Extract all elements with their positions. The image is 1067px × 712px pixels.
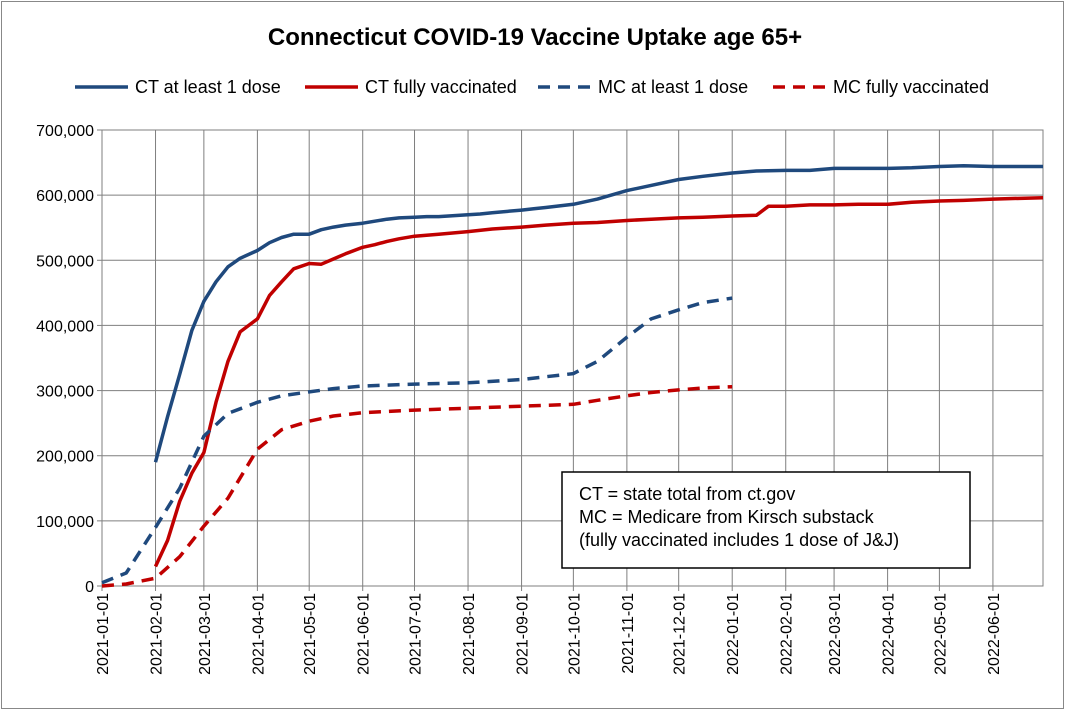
x-tick-label: 2021-11-01: [620, 593, 637, 674]
y-tick-label: 600,000: [36, 188, 94, 205]
x-tick-label: 2021-06-01: [356, 593, 373, 675]
x-tick-label: 2021-02-01: [149, 593, 166, 675]
y-tick-label: 300,000: [36, 384, 94, 401]
x-tick-label: 2021-03-01: [197, 593, 214, 675]
series-group: [101, 164, 1044, 588]
x-tick-label: 2021-08-01: [461, 593, 478, 675]
legend-label: CT fully vaccinated: [365, 77, 517, 97]
x-tick-label: 2022-04-01: [881, 593, 898, 675]
x-tick-label: 2022-05-01: [932, 593, 949, 675]
legend: CT at least 1 dose CT fully vaccinated MC …: [75, 77, 989, 97]
x-tick-label: 2021-09-01: [515, 593, 532, 675]
legend-label: MC fully vaccinated: [833, 77, 989, 97]
y-axis: 0 100,000 200,000 300,000 400,000 500,000 600,…: [36, 123, 102, 596]
series-line-mc-at-least-1-dose: [101, 296, 733, 585]
x-axis: 2021-01-01 2021-02-01 2021-03-01 2021-04-01…: [95, 586, 1003, 675]
series-line-ct-fully-vaccinated: [153, 195, 1044, 568]
x-tick-label: 2022-06-01: [986, 593, 1003, 675]
annotation-frame: [561, 471, 971, 569]
legend-label: CT at least 1 dose: [135, 77, 281, 97]
series-line-ct-at-least-1-dose: [153, 164, 1043, 463]
y-tick-label: 700,000: [36, 123, 94, 140]
annotation-line-3: (fully vaccinated includes 1 dose of J&J…: [579, 530, 899, 550]
y-tick-label: 500,000: [36, 253, 94, 270]
y-tick-label: 200,000: [36, 449, 94, 466]
x-tick-label: 2021-07-01: [408, 593, 425, 675]
x-tick-label: 2021-12-01: [672, 593, 689, 675]
x-tick-label: 2022-01-01: [725, 593, 742, 675]
x-tick-label: 2022-03-01: [827, 593, 844, 675]
x-tick-label: 2021-01-01: [95, 593, 112, 675]
annotation-line-2: MC = Medicare from Kirsch substack: [579, 507, 875, 527]
y-tick-label: 400,000: [36, 318, 94, 335]
x-tick-label: 2021-05-01: [302, 593, 319, 675]
x-tick-label: 2021-04-01: [250, 593, 267, 675]
chart-title: Connecticut COVID-19 Vaccine Uptake age …: [268, 24, 802, 51]
y-tick-label: 0: [85, 579, 94, 596]
y-tick-label: 100,000: [36, 514, 94, 531]
annotation-box: CT = state total from ct.gov MC = Medica…: [561, 471, 971, 569]
annotation-line-1: CT = state total from ct.gov: [579, 484, 795, 504]
legend-label: MC at least 1 dose: [598, 77, 748, 97]
x-tick-label: 2022-02-01: [779, 593, 796, 675]
x-tick-label: 2021-10-01: [566, 593, 583, 675]
